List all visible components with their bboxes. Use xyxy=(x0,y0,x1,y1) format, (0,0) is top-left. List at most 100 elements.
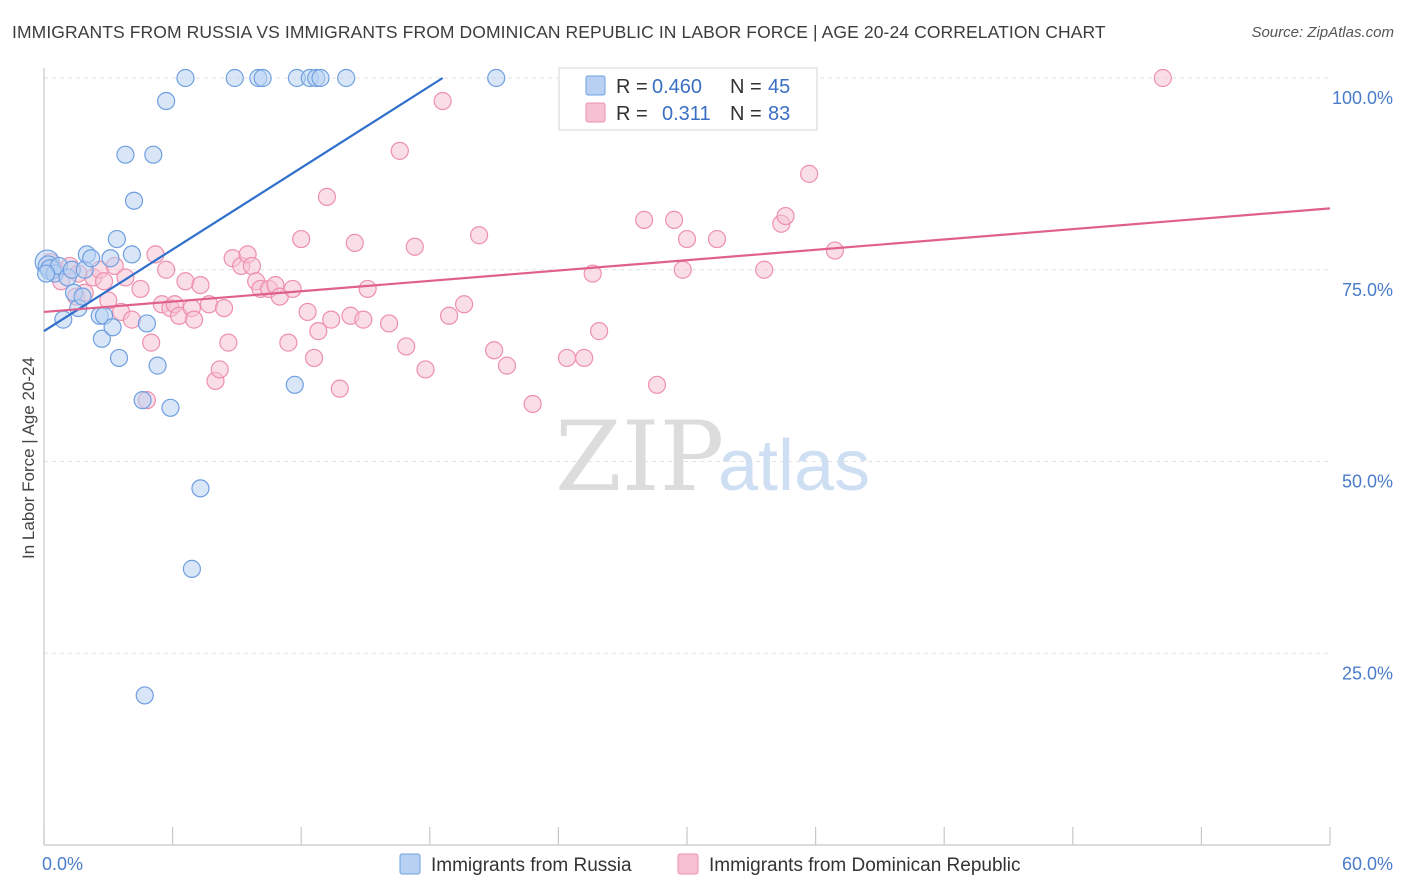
legend-n-label-dominican: N = xyxy=(730,103,762,125)
dominican-point-73 xyxy=(677,229,697,249)
grid-lines xyxy=(44,77,1330,654)
legend-n-label-russia: N = xyxy=(730,76,762,98)
dominican-point-47 xyxy=(322,310,341,329)
bottom-legend-swatch-russia xyxy=(399,853,421,875)
dominican-point-25 xyxy=(191,275,210,295)
dominican-point-44 xyxy=(304,348,324,368)
dominican-point-69 xyxy=(635,210,654,229)
dominican-point-12 xyxy=(122,310,141,329)
dominican-point-58 xyxy=(433,91,452,111)
legend-n-value-dominican: 83 xyxy=(768,103,790,125)
watermark-atlas: atlas xyxy=(718,426,870,506)
legend-n-value-russia: 45 xyxy=(768,76,790,98)
legend-r-label-russia: R = xyxy=(616,76,648,98)
russia-point-33 xyxy=(191,479,210,498)
russia-point-42 xyxy=(337,68,356,88)
russia-point-15 xyxy=(92,329,111,348)
dominican-point-54 xyxy=(390,141,409,160)
russia-point-18 xyxy=(103,318,122,337)
russia-point-17 xyxy=(101,249,120,268)
dominican-point-67 xyxy=(583,264,602,283)
dominican-point-57 xyxy=(416,360,435,379)
bottom-legend-label-dominican: Immigrants from Dominican Republic xyxy=(709,855,1021,876)
y-tick-label-2: 50.0% xyxy=(1342,472,1393,492)
series-russia-points xyxy=(34,68,506,705)
russia-point-10 xyxy=(73,287,92,306)
dominican-point-74 xyxy=(707,229,727,249)
dominican-point-42 xyxy=(292,229,311,249)
legend-box: R = 0.460 N = 45 R = 0.311 N = 83 xyxy=(558,67,818,131)
y-tick-labels: 100.0% 75.0% 50.0% 25.0% xyxy=(1332,88,1393,683)
dominican-point-13 xyxy=(131,279,150,299)
dominican-point-29 xyxy=(214,299,234,318)
dominican-point-63 xyxy=(497,356,517,375)
dominican-point-55 xyxy=(397,337,416,356)
dominican-point-7 xyxy=(94,272,114,291)
russia-point-29 xyxy=(157,91,176,111)
bottom-legend-label-russia: Immigrants from Russia xyxy=(431,855,632,876)
dominican-point-24 xyxy=(184,310,204,329)
dominican-point-71 xyxy=(665,210,684,229)
series-dominican-points xyxy=(41,68,1172,414)
dominican-point-66 xyxy=(575,348,594,368)
russia-point-23 xyxy=(124,191,144,210)
y-axis-label: In Labor Force | Age 20-24 xyxy=(19,357,38,559)
dominican-point-46 xyxy=(317,187,337,206)
dominican-point-51 xyxy=(354,310,373,329)
russia-point-30 xyxy=(161,398,180,417)
dominican-point-43 xyxy=(298,302,317,322)
dominican-point-79 xyxy=(825,241,844,260)
legend-swatch-russia xyxy=(585,75,606,96)
bottom-legend: Immigrants from Russia Immigrants from D… xyxy=(399,853,1021,876)
russia-point-13 xyxy=(82,249,101,268)
legend-swatch-dominican xyxy=(585,102,606,123)
watermark-zip: ZIP xyxy=(555,401,724,513)
dominican-point-72 xyxy=(673,260,692,279)
dominican-point-77 xyxy=(776,206,795,226)
bottom-legend-swatch-dominican xyxy=(677,853,699,875)
y-tick-label-1: 75.0% xyxy=(1342,280,1393,300)
y-tick-label-3: 25.0% xyxy=(1342,663,1393,683)
russia-point-21 xyxy=(116,145,135,164)
trend-lines xyxy=(43,77,1331,333)
y-tick-label-0: 100.0% xyxy=(1332,88,1393,108)
legend-r-value-dominican: 0.311 xyxy=(662,103,711,125)
russia-point-19 xyxy=(107,229,126,249)
dominican-point-34 xyxy=(242,256,262,276)
dominican-point-41 xyxy=(283,279,302,299)
dominican-point-22 xyxy=(176,272,195,291)
russia-point-41 xyxy=(311,68,330,88)
x-tick-label-max: 60.0% xyxy=(1342,854,1393,874)
dominican-point-60 xyxy=(454,295,474,314)
dominican-trend-line xyxy=(43,207,1331,314)
dominican-point-53 xyxy=(379,314,399,333)
russia-point-44 xyxy=(37,264,56,283)
dominican-point-75 xyxy=(755,260,774,279)
russia-point-34 xyxy=(225,68,244,88)
dominican-point-30 xyxy=(219,333,238,352)
watermark: ZIP atlas xyxy=(555,401,870,513)
dominican-point-78 xyxy=(800,164,819,183)
dominican-point-45 xyxy=(309,322,328,341)
russia-point-26 xyxy=(137,314,156,333)
dominican-point-65 xyxy=(557,348,577,368)
russia-point-32 xyxy=(182,559,201,578)
dominican-point-68 xyxy=(590,322,609,341)
dominican-point-18 xyxy=(157,260,176,279)
dominican-point-70 xyxy=(647,375,667,394)
russia-point-36 xyxy=(253,68,272,88)
russia-point-20 xyxy=(109,348,129,368)
dominican-point-56 xyxy=(405,237,424,256)
russia-trend-line xyxy=(43,77,444,333)
chart-source: Source: ZipAtlas.com xyxy=(1251,24,1394,41)
dominican-point-48 xyxy=(330,379,349,398)
legend-r-value-russia: 0.460 xyxy=(652,76,702,98)
dominican-point-80 xyxy=(1153,68,1172,88)
x-tick-label-min: 0.0% xyxy=(42,854,83,874)
russia-point-24 xyxy=(133,391,152,410)
chart-title: IMMIGRANTS FROM RUSSIA VS IMMIGRANTS FRO… xyxy=(12,22,1106,42)
legend-r-label-dominican: R = xyxy=(616,103,648,125)
dominican-point-62 xyxy=(485,341,504,360)
dominican-point-61 xyxy=(469,226,489,245)
